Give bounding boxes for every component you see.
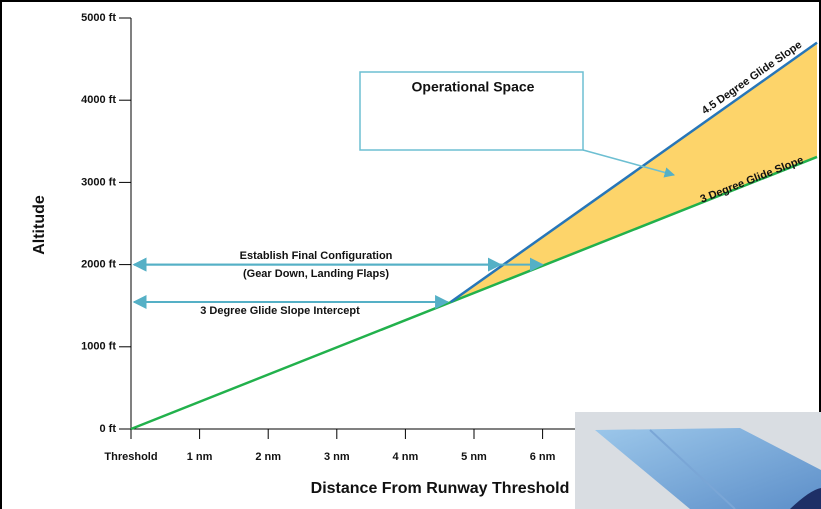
photo-overlay	[575, 412, 821, 509]
annotation: Establish Final Configuration	[240, 250, 393, 262]
annotation: (Gear Down, Landing Flaps)	[243, 268, 389, 280]
y-tick-label: 1000 ft	[81, 341, 116, 353]
x-tick-label: Threshold	[104, 451, 157, 463]
glide-slope-line	[130, 155, 818, 431]
y-tick-label: 0 ft	[100, 423, 117, 435]
annotation: Operational Space	[412, 79, 535, 95]
x-tick-label: 5 nm	[461, 451, 487, 463]
annotation-pointer	[582, 149, 676, 178]
y-tick-label: 3000 ft	[81, 176, 116, 188]
y-tick-label: 5000 ft	[81, 12, 116, 24]
x-tick-label: 6 nm	[530, 451, 556, 463]
y-tick-label: 2000 ft	[81, 259, 116, 271]
y-tick-label: 4000 ft	[81, 94, 116, 106]
x-tick-label: 4 nm	[393, 451, 419, 463]
x-tick-label: 2 nm	[255, 451, 281, 463]
x-tick-label: 1 nm	[187, 451, 213, 463]
y-axis-label: Altitude	[31, 195, 48, 255]
annotation-box	[359, 71, 584, 151]
x-tick-label: 3 nm	[324, 451, 350, 463]
x-axis-label: Distance From Runway Threshold	[311, 480, 570, 497]
annotation: 3 Degree Glide Slope Intercept	[200, 305, 360, 317]
